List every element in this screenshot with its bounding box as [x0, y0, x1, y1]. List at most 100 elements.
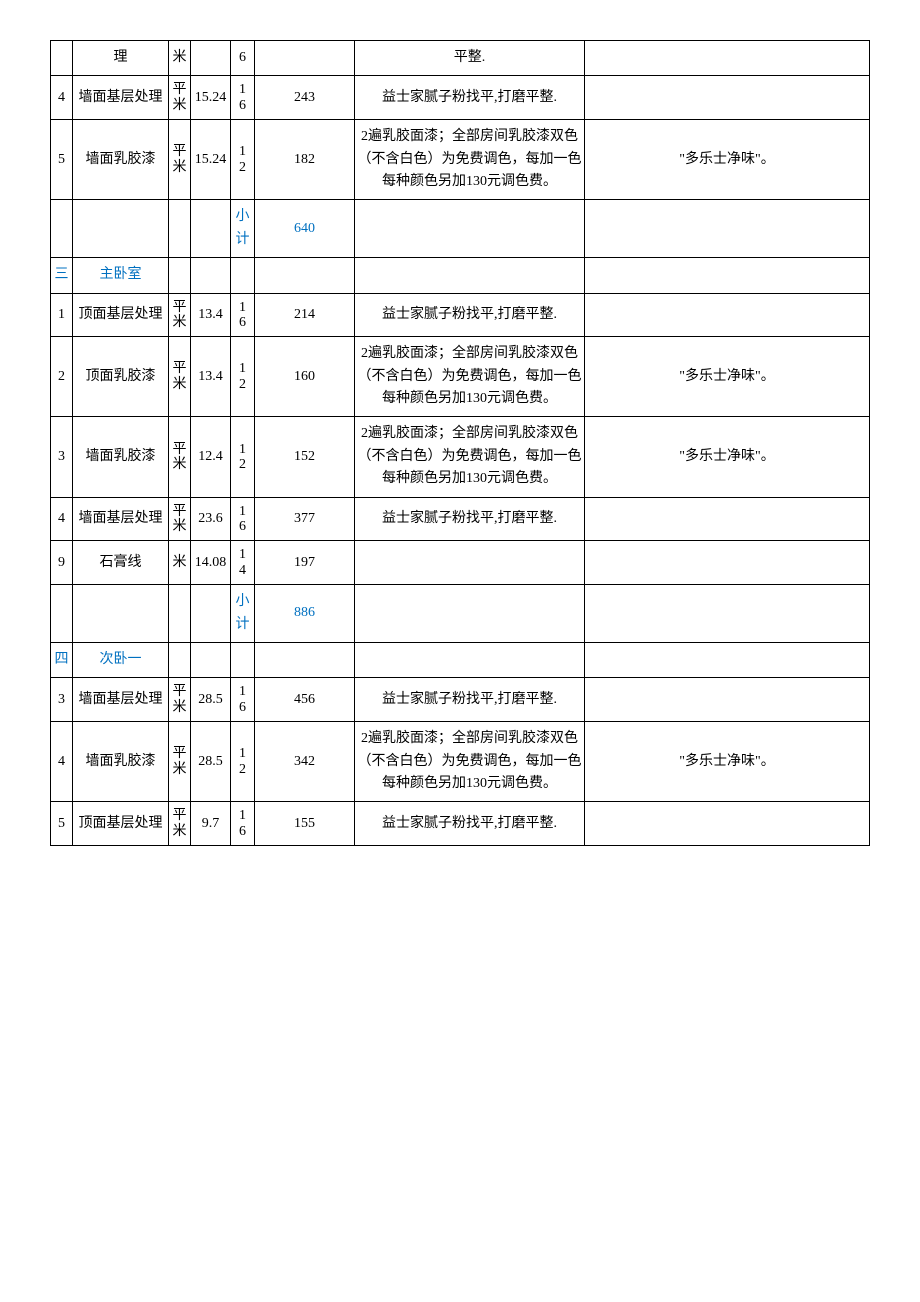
cell-qty: 23.6 [191, 497, 231, 541]
cell-unit: 平米 [169, 293, 191, 337]
cell-amount: 160 [255, 337, 355, 417]
cell-qty: 28.5 [191, 678, 231, 722]
cell-qty: 15.24 [191, 120, 231, 200]
cell-price: 12 [231, 722, 255, 802]
table-row: 9石膏线米14.0814197 [51, 541, 870, 585]
cell-qty: 13.4 [191, 293, 231, 337]
cell-price: 16 [231, 76, 255, 120]
cell-price: 16 [231, 678, 255, 722]
cell-name: 墙面基层处理 [73, 76, 169, 120]
cell-desc: 2遍乳胶面漆；全部房间乳胶漆双色（不含白色）为免费调色，每加一色每种颜色另加13… [355, 120, 585, 200]
cell-desc: 2遍乳胶面漆；全部房间乳胶漆双色（不含白色）为免费调色，每加一色每种颜色另加13… [355, 417, 585, 497]
cell-note [585, 293, 870, 337]
cell-idx [51, 200, 73, 258]
cell-unit: 米 [169, 41, 191, 76]
cell-amount [255, 41, 355, 76]
cell-desc [355, 642, 585, 677]
cell-amount: 155 [255, 802, 355, 846]
cell-desc: 益士家腻子粉找平,打磨平整. [355, 76, 585, 120]
cell-desc [355, 585, 585, 643]
cell-qty [191, 200, 231, 258]
cell-note [585, 41, 870, 76]
table-row: 1顶面基层处理平米13.416214益士家腻子粉找平,打磨平整. [51, 293, 870, 337]
cell-note [585, 541, 870, 585]
cell-price: 12 [231, 120, 255, 200]
cell-desc [355, 258, 585, 293]
cell-amount: 377 [255, 497, 355, 541]
cell-price [231, 642, 255, 677]
table-row: 2顶面乳胶漆平米13.4121602遍乳胶面漆；全部房间乳胶漆双色（不含白色）为… [51, 337, 870, 417]
cell-name: 理 [73, 41, 169, 76]
cell-qty: 15.24 [191, 76, 231, 120]
cell-price: 12 [231, 337, 255, 417]
subtotal-amount: 886 [255, 585, 355, 643]
section-index: 三 [51, 258, 73, 293]
cell-amount: 342 [255, 722, 355, 802]
cell-unit [169, 258, 191, 293]
cell-desc [355, 200, 585, 258]
table-row: 3墙面基层处理平米28.516456益士家腻子粉找平,打磨平整. [51, 678, 870, 722]
cell-unit: 平米 [169, 76, 191, 120]
cell-name: 顶面乳胶漆 [73, 337, 169, 417]
cell-qty: 9.7 [191, 802, 231, 846]
cell-note [585, 585, 870, 643]
cell-price: 16 [231, 802, 255, 846]
cell-amount: 197 [255, 541, 355, 585]
cell-unit [169, 585, 191, 643]
table-row: 小计886 [51, 585, 870, 643]
cell-desc: 平整. [355, 41, 585, 76]
cell-idx: 4 [51, 76, 73, 120]
cell-price: 14 [231, 541, 255, 585]
cell-note: "多乐士净味"。 [585, 417, 870, 497]
cell-idx: 1 [51, 293, 73, 337]
cell-name: 墙面乳胶漆 [73, 722, 169, 802]
table-row: 4墙面基层处理平米23.616377益士家腻子粉找平,打磨平整. [51, 497, 870, 541]
cell-name: 墙面基层处理 [73, 497, 169, 541]
cell-qty: 28.5 [191, 722, 231, 802]
cell-amount: 456 [255, 678, 355, 722]
cell-idx: 4 [51, 497, 73, 541]
subtotal-label: 小计 [231, 585, 255, 643]
cell-note [585, 642, 870, 677]
cell-idx [51, 41, 73, 76]
cell-unit [169, 200, 191, 258]
cell-name: 顶面基层处理 [73, 802, 169, 846]
table-row: 三主卧室 [51, 258, 870, 293]
cell-name: 墙面基层处理 [73, 678, 169, 722]
cell-idx [51, 585, 73, 643]
cell-qty [191, 642, 231, 677]
cell-note [585, 200, 870, 258]
cell-qty: 14.08 [191, 541, 231, 585]
table-row: 4墙面乳胶漆平米28.5123422遍乳胶面漆；全部房间乳胶漆双色（不含白色）为… [51, 722, 870, 802]
cell-desc: 2遍乳胶面漆；全部房间乳胶漆双色（不含白色）为免费调色，每加一色每种颜色另加13… [355, 722, 585, 802]
cell-idx: 5 [51, 120, 73, 200]
cell-qty [191, 585, 231, 643]
cell-qty [191, 41, 231, 76]
cell-idx: 3 [51, 417, 73, 497]
cell-qty: 13.4 [191, 337, 231, 417]
cell-desc [355, 541, 585, 585]
cell-unit: 平米 [169, 722, 191, 802]
cell-unit: 米 [169, 541, 191, 585]
cell-note: "多乐士净味"。 [585, 120, 870, 200]
renovation-quote-table: 理米6平整.4墙面基层处理平米15.2416243益士家腻子粉找平,打磨平整.5… [50, 40, 870, 846]
table-row: 4墙面基层处理平米15.2416243益士家腻子粉找平,打磨平整. [51, 76, 870, 120]
cell-amount [255, 258, 355, 293]
cell-price: 16 [231, 293, 255, 337]
cell-amount: 182 [255, 120, 355, 200]
cell-price: 16 [231, 497, 255, 541]
cell-amount [255, 642, 355, 677]
table-row: 四次卧一 [51, 642, 870, 677]
cell-price [231, 258, 255, 293]
cell-desc: 益士家腻子粉找平,打磨平整. [355, 497, 585, 541]
table-row: 小计640 [51, 200, 870, 258]
cell-price: 6 [231, 41, 255, 76]
cell-note [585, 76, 870, 120]
cell-qty [191, 258, 231, 293]
cell-note: "多乐士净味"。 [585, 337, 870, 417]
cell-unit: 平米 [169, 802, 191, 846]
cell-note [585, 497, 870, 541]
cell-idx: 2 [51, 337, 73, 417]
cell-note [585, 678, 870, 722]
cell-note [585, 802, 870, 846]
